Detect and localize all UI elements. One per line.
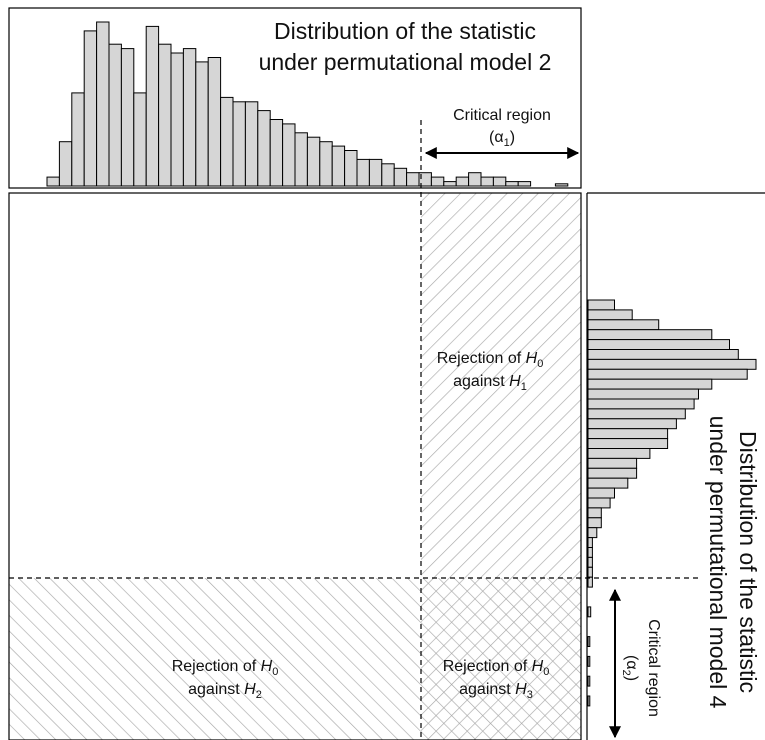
right-critical-region-label: Critical region bbox=[645, 619, 662, 717]
region-h1-line2: against H1 bbox=[453, 373, 527, 393]
right-histogram-bar bbox=[587, 675, 591, 687]
top-histogram-bar bbox=[406, 172, 420, 187]
main-panel-frame bbox=[8, 192, 582, 740]
top-histogram-bar bbox=[368, 158, 383, 187]
top-histogram-bar bbox=[306, 136, 321, 187]
top-histogram-bar bbox=[71, 92, 85, 187]
top-histogram-bar bbox=[344, 150, 358, 187]
top-histogram-bar bbox=[331, 145, 346, 187]
right-histogram-bar bbox=[587, 537, 593, 548]
right-histogram-bar bbox=[587, 457, 638, 469]
right-histogram-bar bbox=[587, 487, 615, 499]
right-histogram-bar bbox=[587, 358, 757, 370]
right-histogram-bar bbox=[587, 547, 593, 558]
top-histogram-bar bbox=[108, 43, 122, 187]
right-histogram-bar bbox=[587, 428, 669, 440]
right-histogram-bar bbox=[587, 319, 660, 331]
right-histogram-bar bbox=[587, 408, 686, 420]
top-histogram-bar bbox=[294, 132, 308, 187]
region-label-h2: Rejection of H0 against H2 bbox=[172, 658, 279, 701]
right-histogram-bar bbox=[587, 467, 638, 479]
top-histogram-bar bbox=[492, 176, 507, 187]
top-critical-region-label: Critical region bbox=[453, 107, 551, 124]
right-histogram-panel: Distribution of the statistic under perm… bbox=[586, 192, 765, 740]
top-histogram-title-line2: under permutational model 2 bbox=[259, 49, 552, 75]
top-histogram-bar bbox=[83, 30, 98, 187]
top-histogram-bar bbox=[133, 92, 147, 187]
right-histogram-bar bbox=[587, 497, 611, 509]
top-histogram-bar bbox=[505, 181, 519, 187]
top-histogram-bar bbox=[269, 119, 284, 187]
region-h3-line1: Rejection of H0 bbox=[443, 658, 550, 678]
right-histogram-title-line2: under permutational model 4 bbox=[705, 416, 731, 709]
right-histogram-bar bbox=[587, 507, 602, 519]
top-histogram-bar bbox=[468, 172, 482, 187]
top-histogram-bars bbox=[46, 21, 569, 187]
top-histogram-title-line1: Distribution of the statistic bbox=[274, 18, 536, 44]
right-histogram-bar bbox=[587, 418, 677, 430]
top-histogram-bar bbox=[319, 141, 333, 187]
right-histogram-title-line1: Distribution of the statistic bbox=[735, 431, 761, 693]
right-histogram-bar bbox=[587, 388, 699, 400]
right-histogram-bar bbox=[587, 636, 591, 647]
top-histogram-bar bbox=[207, 57, 222, 187]
top-histogram-bar bbox=[381, 163, 395, 187]
right-histogram-bar bbox=[587, 349, 739, 360]
right-histogram-bar bbox=[587, 517, 602, 529]
right-histogram-bar bbox=[587, 329, 713, 341]
top-histogram-bar bbox=[195, 61, 209, 187]
region-h2-line1: Rejection of H0 bbox=[172, 658, 279, 678]
top-histogram-bar bbox=[443, 181, 457, 187]
right-histogram-bar bbox=[587, 368, 748, 380]
right-histogram-bar bbox=[587, 398, 695, 410]
right-histogram-bar bbox=[587, 655, 591, 667]
right-histogram-bar bbox=[587, 477, 629, 489]
right-histogram-bar bbox=[587, 339, 730, 351]
top-histogram-bar bbox=[257, 110, 271, 187]
top-histogram-bar bbox=[96, 21, 110, 187]
top-histogram-bar bbox=[282, 123, 296, 187]
top-histogram-bar bbox=[517, 181, 532, 187]
top-histogram-bar bbox=[158, 43, 172, 187]
right-histogram-bar bbox=[587, 299, 615, 311]
region-h2-line2: against H2 bbox=[188, 681, 262, 701]
region-h3-line2: against H3 bbox=[459, 681, 533, 701]
main-panel bbox=[8, 192, 582, 740]
right-histogram-bar bbox=[587, 556, 593, 568]
right-histogram-bar bbox=[587, 448, 651, 459]
top-histogram-bar bbox=[182, 48, 197, 187]
right-histogram-bar bbox=[587, 576, 593, 588]
top-histogram-bar bbox=[244, 101, 259, 187]
right-histogram-bars bbox=[587, 299, 757, 707]
right-histogram-bar bbox=[587, 606, 592, 618]
region-h1-line1: Rejection of H0 bbox=[437, 350, 544, 370]
right-histogram-bar bbox=[587, 527, 598, 539]
right-histogram-bar bbox=[587, 438, 669, 450]
top-histogram-bar bbox=[46, 176, 60, 187]
right-histogram-bar bbox=[587, 309, 633, 321]
top-histogram-bar bbox=[145, 25, 160, 187]
top-histogram-panel: Distribution of the statistic under perm… bbox=[8, 7, 582, 189]
top-histogram-bar bbox=[554, 183, 569, 187]
region-label-h1: Rejection of H0 against H1 bbox=[437, 350, 544, 393]
region-label-h3: Rejection of H0 against H3 bbox=[443, 658, 550, 701]
right-histogram-bar bbox=[587, 695, 591, 707]
top-histogram-bar bbox=[430, 176, 445, 187]
top-histogram-bar bbox=[393, 167, 408, 187]
top-histogram-bar bbox=[120, 48, 135, 187]
top-histogram-bar bbox=[58, 141, 73, 187]
top-histogram-bar bbox=[455, 176, 470, 187]
top-histogram-bar bbox=[170, 52, 184, 187]
top-histogram-bar bbox=[232, 101, 246, 187]
top-histogram-bar bbox=[220, 96, 234, 187]
region-h2-hatch bbox=[9, 578, 581, 740]
top-histogram-bar bbox=[356, 158, 370, 187]
right-histogram-bar bbox=[587, 378, 713, 390]
right-histogram-bar bbox=[587, 566, 593, 578]
top-histogram-bar bbox=[480, 176, 494, 187]
